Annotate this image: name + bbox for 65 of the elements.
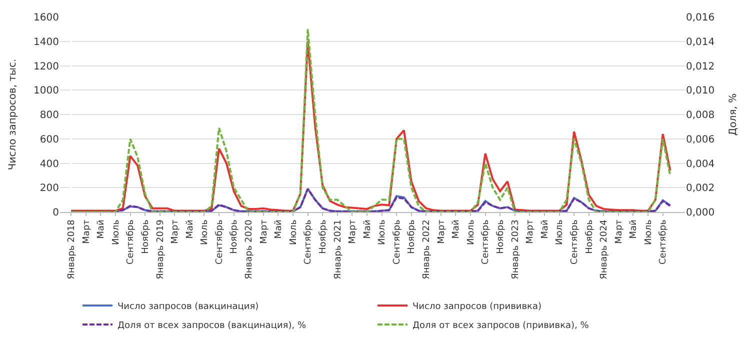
y2-tick-label: 0,014	[686, 36, 715, 48]
y2-tick-label: 0,006	[686, 134, 715, 146]
x-tick-label: Январь 2020	[244, 219, 255, 280]
x-tick-label: Январь 2019	[156, 219, 166, 280]
y2-tick-label: 0,008	[686, 110, 715, 121]
x-tick-label: Июль	[466, 220, 476, 245]
x-tick-label: Март	[170, 220, 181, 244]
x-tick-label: Июль	[555, 220, 566, 245]
x-tick-label: Июль	[111, 220, 122, 245]
x-tick-label: Январь 2021	[333, 220, 344, 280]
legend-label: Доля от всех запросов (прививка), %	[412, 321, 590, 332]
y2-tick-label: 0,000	[686, 208, 715, 218]
y2-tick-label: 0,016	[686, 12, 715, 24]
x-tick-label: Май	[96, 219, 107, 239]
x-tick-label: Май	[452, 219, 462, 239]
x-tick-label: Июль	[378, 220, 388, 245]
y2-tick-label: 0,010	[686, 86, 715, 97]
x-tick-label: Май	[274, 219, 284, 239]
x-tick-label: Июль	[644, 220, 654, 245]
x-tick-label: Январь 2023	[510, 220, 521, 280]
x-tick-label: Ноябрь	[496, 220, 506, 254]
y2-axis-title: Доля, %	[728, 93, 740, 136]
x-tick-label: Май	[362, 219, 373, 239]
x-tick-label: Май	[185, 219, 196, 239]
x-tick-label: Ноябрь	[140, 220, 151, 254]
x-tick-label: Май	[629, 219, 640, 239]
y-tick-label: 600	[40, 134, 59, 146]
x-tick-label: Январь 2018	[67, 219, 78, 280]
y2-tick-label: 0,012	[686, 61, 715, 72]
x-tick-label: Январь 2022	[422, 220, 432, 280]
y-tick-label: 0	[52, 208, 59, 218]
x-tick-label: Сентябрь	[392, 220, 402, 265]
x-tick-label: Июль	[288, 220, 299, 245]
y2-tick-label: 0,004	[686, 158, 715, 170]
x-tick-label: Июль	[200, 220, 210, 245]
x-tick-label: Сентябрь	[570, 220, 580, 265]
y-tick-label: 1200	[34, 61, 59, 72]
x-tick-label: Сентябрь	[214, 220, 225, 265]
x-tick-label: Март	[614, 220, 624, 244]
y-axis-title: Число запросов, тыс.	[8, 58, 19, 170]
y-tick-label: 1000	[34, 86, 59, 97]
y2-tick-label: 0,002	[686, 183, 715, 194]
x-tick-label: Январь 2024	[600, 219, 610, 280]
x-tick-label: Март	[259, 220, 270, 244]
x-tick-label: Март	[436, 220, 447, 244]
y-tick-label: 1400	[34, 36, 59, 48]
x-tick-label: Ноябрь	[318, 220, 328, 254]
x-tick-label: Март	[348, 220, 358, 244]
y-tick-label: 200	[40, 183, 59, 194]
y-tick-label: 400	[40, 158, 59, 170]
y-tick-label: 800	[40, 110, 59, 121]
x-tick-label: Март	[526, 220, 536, 244]
legend-label: Число запросов (вакцинация)	[118, 302, 259, 312]
y-tick-label: 1600	[34, 12, 59, 24]
x-tick-label: Сентябрь	[481, 220, 492, 265]
x-tick-label: Ноябрь	[407, 220, 418, 254]
legend-label: Число запросов (прививка)	[412, 302, 542, 312]
legend-label: Доля от всех запросов (вакцинация), %	[118, 321, 306, 332]
x-tick-label: Сентябрь	[304, 220, 314, 265]
x-tick-label: Сентябрь	[126, 220, 136, 265]
x-tick-label: Март	[82, 220, 92, 244]
x-tick-label: Сентябрь	[658, 220, 669, 265]
x-tick-label: Ноябрь	[230, 220, 240, 254]
x-tick-label: Ноябрь	[584, 220, 595, 254]
x-tick-label: Май	[540, 219, 550, 239]
